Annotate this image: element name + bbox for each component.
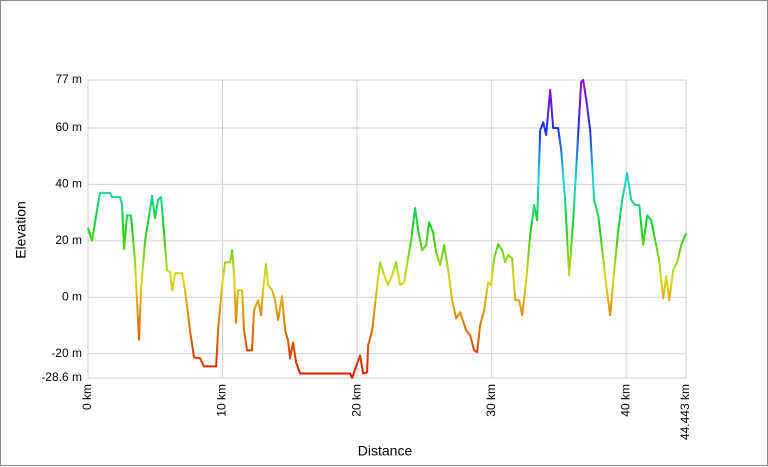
y-tick-label: 40 m xyxy=(55,177,82,191)
x-tick-label: 10 km xyxy=(215,384,229,417)
x-axis-label: Distance xyxy=(358,443,413,459)
y-tick-label: -20 m xyxy=(51,346,82,360)
x-tick-label: 20 km xyxy=(349,384,363,417)
y-tick-label: -28.6 m xyxy=(41,370,82,384)
y-tick-label: 77 m xyxy=(55,72,82,86)
y-tick-label: 0 m xyxy=(62,289,82,303)
x-tick-label: 0 km xyxy=(80,384,94,410)
y-axis-label: Elevation xyxy=(13,201,29,259)
y-tick-label: 20 m xyxy=(55,233,82,247)
x-tick-label: 44.443 km xyxy=(678,384,692,440)
x-tick-label: 40 km xyxy=(618,384,632,417)
x-tick-label: 30 km xyxy=(484,384,498,417)
elevation-line xyxy=(87,79,687,379)
y-tick-label: 60 m xyxy=(55,120,82,134)
